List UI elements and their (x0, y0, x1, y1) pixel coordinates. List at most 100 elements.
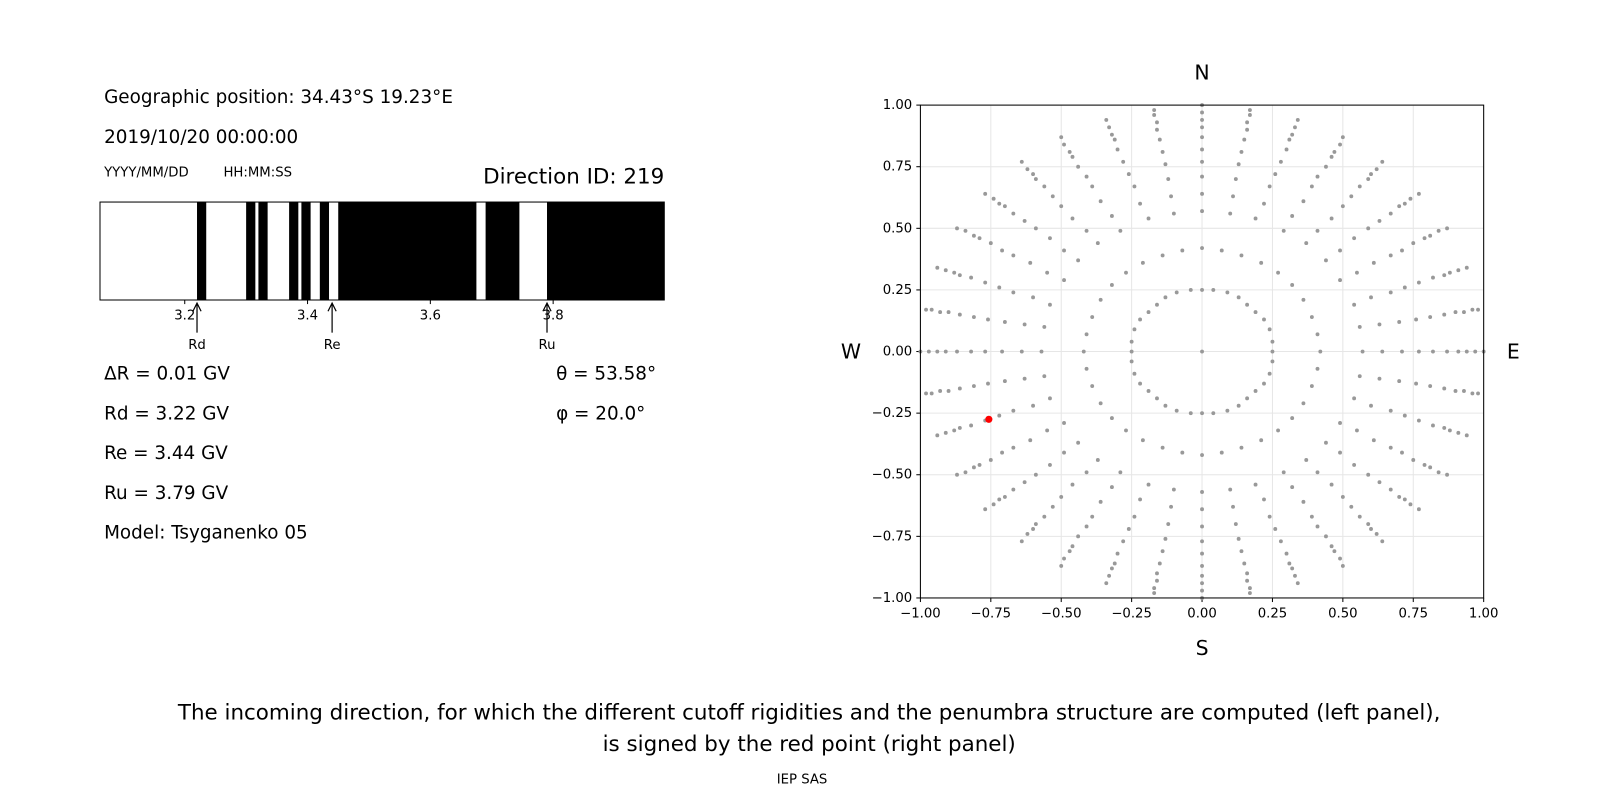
date-format: YYYY/MM/DD (103, 165, 189, 180)
direction-point (1138, 317, 1143, 322)
direction-point (1287, 561, 1292, 566)
direction-point (1301, 401, 1306, 406)
direction-point (1132, 514, 1137, 519)
direction-point (1416, 507, 1421, 512)
direction-point (924, 391, 928, 396)
direction-point (991, 196, 996, 201)
direction-point (1400, 248, 1404, 253)
direction-point (1262, 497, 1266, 502)
direction-point (1236, 536, 1241, 541)
direction-point (1253, 389, 1258, 393)
direction-point (1442, 425, 1447, 430)
direction-point (957, 386, 962, 391)
direction-point (1414, 317, 1419, 322)
direction-point (1453, 310, 1458, 315)
direction-point (1236, 295, 1241, 300)
penumbra-band (301, 202, 311, 300)
direction-point (1242, 561, 1247, 566)
penumbra-band (258, 202, 268, 300)
direction-id: Direction ID: 219 (483, 165, 664, 190)
x-tick-label: 0.25 (1258, 606, 1288, 621)
direction-point (1338, 278, 1342, 283)
direction-point (1048, 302, 1052, 307)
direction-point (1369, 403, 1373, 408)
direction-point (1084, 470, 1089, 475)
direction-point (1416, 280, 1421, 285)
direction-point (1301, 499, 1306, 504)
direction-point (1225, 408, 1230, 413)
direction-point (1166, 522, 1171, 526)
direction-point (963, 470, 968, 475)
info-line: Model: Tsyganenko 05 (104, 523, 308, 544)
direction-point (1169, 504, 1173, 509)
direction-point (1380, 539, 1385, 544)
info-line: Re = 3.44 GV (104, 443, 228, 464)
direction-point (1231, 194, 1235, 199)
direction-point (1090, 315, 1095, 319)
direction-point (1309, 384, 1314, 388)
direction-point (955, 472, 959, 477)
direction-point (1301, 199, 1306, 204)
direction-point (1160, 549, 1165, 554)
direction-point (1200, 159, 1204, 164)
x-tick-label: −0.75 (971, 606, 1012, 621)
direction-point (943, 349, 948, 354)
x-tick-label: 3.2 (174, 308, 195, 323)
direction-point (1062, 556, 1066, 561)
direction-point (1109, 566, 1114, 571)
direction-point (938, 389, 943, 393)
x-tick-label: 3.8 (543, 308, 564, 323)
direction-point (1431, 275, 1435, 280)
direction-point (1200, 246, 1204, 250)
direction-point (1411, 458, 1416, 462)
direction-point (1470, 391, 1475, 396)
direction-point (1388, 290, 1393, 295)
direction-point (1315, 470, 1320, 475)
direction-point (1270, 339, 1275, 344)
direction-point (1262, 317, 1266, 322)
direction-point (986, 381, 990, 386)
direction-point (1050, 504, 1055, 509)
direction-point (924, 307, 928, 312)
direction-point (1200, 117, 1204, 122)
angle-line: θ = 53.58° (556, 363, 656, 384)
direction-point (1411, 241, 1416, 246)
direction-point (983, 280, 988, 285)
direction-point (1048, 462, 1052, 467)
direction-point (983, 349, 988, 354)
direction-point (1388, 445, 1393, 450)
direction-point (1329, 216, 1334, 221)
direction-point (969, 349, 974, 354)
direction-point (1293, 125, 1297, 130)
y-tick-label: −0.75 (872, 529, 913, 544)
direction-point (1188, 411, 1193, 416)
direction-point (1247, 108, 1252, 112)
direction-point (1290, 566, 1295, 571)
direction-point (1338, 556, 1342, 561)
direction-point (969, 275, 974, 280)
direction-point (1290, 214, 1295, 218)
direction-point (1278, 159, 1283, 164)
direction-point (1160, 149, 1165, 154)
direction-point (1129, 359, 1134, 364)
direction-point (1155, 127, 1159, 132)
direction-point (1022, 322, 1027, 327)
direction-point (1397, 494, 1402, 499)
penumbra-band (197, 202, 207, 300)
y-tick-label: 0.75 (883, 160, 913, 175)
direction-point (1155, 120, 1159, 125)
direction-point (1132, 327, 1137, 332)
direction-point (1126, 172, 1131, 177)
direction-point (1062, 278, 1066, 283)
direction-point (1400, 349, 1404, 354)
direction-point (1408, 502, 1413, 507)
direction-point (1109, 485, 1114, 490)
direction-point (1340, 204, 1345, 209)
direction-point (1028, 438, 1033, 443)
direction-point (1369, 295, 1373, 300)
direction-point (1377, 218, 1382, 223)
direction-point (1031, 527, 1035, 531)
direction-point (1377, 480, 1382, 485)
direction-point (1031, 403, 1035, 408)
